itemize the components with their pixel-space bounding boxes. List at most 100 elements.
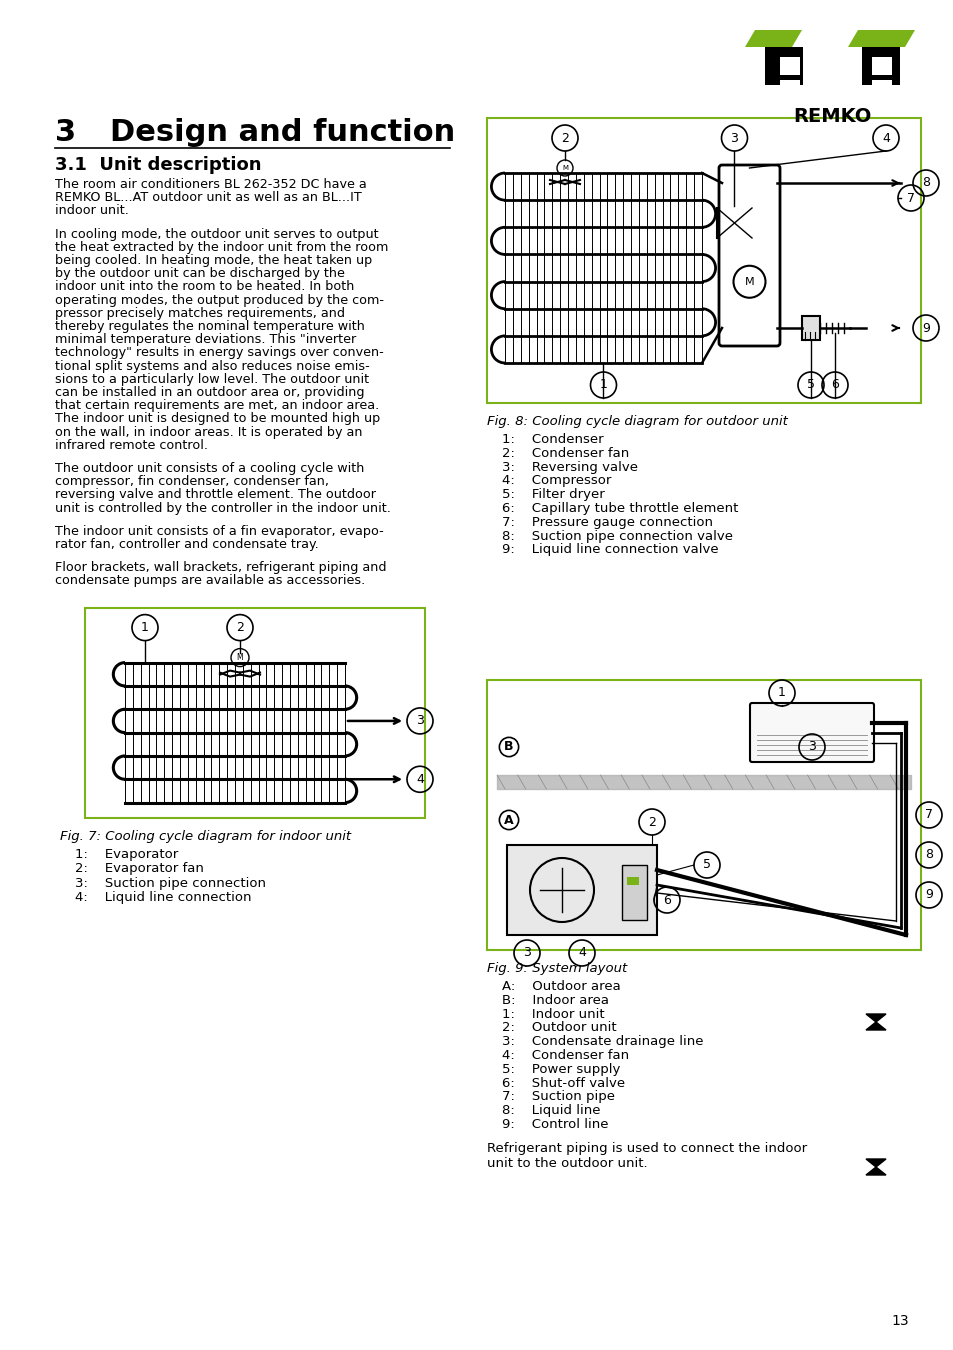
Text: 1: 1: [141, 621, 149, 634]
Text: operating modes, the output produced by the com-: operating modes, the output produced by …: [55, 293, 384, 306]
FancyBboxPatch shape: [780, 80, 800, 90]
Text: indoor unit into the room to be heated. In both: indoor unit into the room to be heated. …: [55, 281, 354, 293]
Text: 9: 9: [922, 321, 929, 335]
Text: 7: 7: [906, 192, 914, 204]
Text: by the outdoor unit can be discharged by the: by the outdoor unit can be discharged by…: [55, 267, 345, 281]
Text: M: M: [744, 277, 754, 286]
Text: 8:    Suction pipe connection valve: 8: Suction pipe connection valve: [501, 529, 732, 543]
Text: M: M: [561, 165, 567, 171]
Text: 13: 13: [890, 1314, 908, 1328]
Text: 3:    Reversing valve: 3: Reversing valve: [501, 460, 638, 474]
Text: infrared remote control.: infrared remote control.: [55, 439, 208, 452]
Text: 2: 2: [235, 621, 244, 634]
Text: B: B: [504, 741, 514, 753]
Text: The indoor unit consists of a fin evaporator, evapo-: The indoor unit consists of a fin evapor…: [55, 525, 383, 537]
Text: 5: 5: [702, 859, 710, 872]
Text: 3.1  Unit description: 3.1 Unit description: [55, 157, 261, 174]
FancyBboxPatch shape: [871, 80, 891, 90]
Text: 7:    Suction pipe: 7: Suction pipe: [501, 1091, 615, 1103]
Text: Floor brackets, wall brackets, refrigerant piping and: Floor brackets, wall brackets, refrigera…: [55, 562, 386, 574]
FancyBboxPatch shape: [626, 878, 639, 886]
Polygon shape: [847, 30, 914, 47]
Text: REMKO: REMKO: [792, 107, 870, 126]
Text: 2: 2: [647, 815, 656, 829]
FancyBboxPatch shape: [764, 47, 802, 85]
Text: B:    Indoor area: B: Indoor area: [501, 994, 608, 1007]
FancyBboxPatch shape: [85, 608, 424, 818]
Text: 5: 5: [806, 378, 814, 392]
Text: 3:    Condensate drainage line: 3: Condensate drainage line: [501, 1035, 702, 1048]
Text: In cooling mode, the outdoor unit serves to output: In cooling mode, the outdoor unit serves…: [55, 228, 378, 240]
Polygon shape: [865, 1160, 885, 1166]
Text: 6:    Capillary tube throttle element: 6: Capillary tube throttle element: [501, 502, 738, 514]
Text: 8: 8: [921, 177, 929, 189]
Text: Design and function: Design and function: [110, 117, 455, 147]
Text: 6: 6: [662, 894, 670, 906]
Text: A:    Outdoor area: A: Outdoor area: [501, 980, 620, 994]
Text: 4: 4: [882, 131, 889, 144]
Text: technology" results in energy savings over conven-: technology" results in energy savings ov…: [55, 347, 383, 359]
Text: Fig. 7: Cooling cycle diagram for indoor unit: Fig. 7: Cooling cycle diagram for indoor…: [60, 830, 351, 842]
Text: 4:    Condenser fan: 4: Condenser fan: [501, 1049, 628, 1062]
Text: 7:    Pressure gauge connection: 7: Pressure gauge connection: [501, 516, 712, 529]
Text: compressor, fin condenser, condenser fan,: compressor, fin condenser, condenser fan…: [55, 475, 329, 489]
Text: Refrigerant piping is used to connect the indoor
unit to the outdoor unit.: Refrigerant piping is used to connect th…: [486, 1142, 806, 1170]
Polygon shape: [865, 1022, 885, 1030]
Text: that certain requirements are met, an indoor area.: that certain requirements are met, an in…: [55, 400, 379, 412]
Text: The outdoor unit consists of a cooling cycle with: The outdoor unit consists of a cooling c…: [55, 462, 364, 475]
Text: 5:    Power supply: 5: Power supply: [501, 1062, 619, 1076]
Text: 3:    Suction pipe connection: 3: Suction pipe connection: [75, 876, 266, 890]
Text: 6: 6: [830, 378, 838, 392]
Polygon shape: [865, 1014, 885, 1022]
Text: thereby regulates the nominal temperature with: thereby regulates the nominal temperatur…: [55, 320, 364, 333]
Text: 2:    Outdoor unit: 2: Outdoor unit: [501, 1022, 616, 1034]
Text: 3: 3: [522, 946, 531, 960]
Text: 3: 3: [416, 714, 423, 728]
Text: 2:    Condenser fan: 2: Condenser fan: [501, 447, 629, 460]
Text: REMKO BL...AT outdoor unit as well as an BL...IT: REMKO BL...AT outdoor unit as well as an…: [55, 192, 361, 204]
Text: 9:    Control line: 9: Control line: [501, 1118, 608, 1131]
Text: 3: 3: [55, 117, 76, 147]
Text: unit is controlled by the controller in the indoor unit.: unit is controlled by the controller in …: [55, 502, 391, 514]
Text: 5:    Filter dryer: 5: Filter dryer: [501, 489, 604, 501]
Text: can be installed in an outdoor area or, providing: can be installed in an outdoor area or, …: [55, 386, 364, 400]
FancyBboxPatch shape: [506, 845, 657, 936]
Text: 4:    Compressor: 4: Compressor: [501, 474, 611, 487]
FancyBboxPatch shape: [486, 117, 920, 404]
FancyBboxPatch shape: [749, 703, 873, 761]
Text: pressor precisely matches requirements, and: pressor precisely matches requirements, …: [55, 306, 345, 320]
Text: 3: 3: [730, 131, 738, 144]
Text: rator fan, controller and condensate tray.: rator fan, controller and condensate tra…: [55, 539, 318, 551]
Text: Fig. 8: Cooling cycle diagram for outdoor unit: Fig. 8: Cooling cycle diagram for outdoo…: [486, 414, 787, 428]
FancyBboxPatch shape: [717, 208, 751, 238]
FancyBboxPatch shape: [486, 680, 920, 950]
Polygon shape: [865, 1166, 885, 1174]
Text: condensate pumps are available as accessories.: condensate pumps are available as access…: [55, 574, 365, 587]
Text: minimal temperature deviations. This "inverter: minimal temperature deviations. This "in…: [55, 333, 355, 346]
Text: 1: 1: [778, 687, 785, 699]
Text: M: M: [236, 653, 243, 662]
FancyBboxPatch shape: [621, 865, 646, 919]
Text: 1: 1: [598, 378, 607, 392]
FancyBboxPatch shape: [719, 165, 780, 346]
Text: reversing valve and throttle element. The outdoor: reversing valve and throttle element. Th…: [55, 489, 375, 501]
Text: 9: 9: [924, 888, 932, 902]
Text: 3: 3: [807, 741, 815, 753]
Text: 1:    Evaporator: 1: Evaporator: [75, 848, 178, 860]
Text: tional split systems and also reduces noise emis-: tional split systems and also reduces no…: [55, 359, 370, 373]
FancyBboxPatch shape: [780, 57, 800, 76]
Text: The indoor unit is designed to be mounted high up: The indoor unit is designed to be mounte…: [55, 412, 380, 425]
Text: 2: 2: [560, 131, 568, 144]
Text: sions to a particularly low level. The outdoor unit: sions to a particularly low level. The o…: [55, 373, 369, 386]
Polygon shape: [744, 30, 801, 47]
FancyBboxPatch shape: [862, 47, 899, 85]
Text: 7: 7: [924, 809, 932, 822]
Text: 4: 4: [578, 946, 585, 960]
Text: being cooled. In heating mode, the heat taken up: being cooled. In heating mode, the heat …: [55, 254, 372, 267]
Text: 1:    Indoor unit: 1: Indoor unit: [501, 1007, 604, 1021]
Text: 1:    Condenser: 1: Condenser: [501, 433, 603, 446]
FancyBboxPatch shape: [871, 57, 891, 76]
Text: on the wall, in indoor areas. It is operated by an: on the wall, in indoor areas. It is oper…: [55, 425, 362, 439]
Text: the heat extracted by the indoor unit from the room: the heat extracted by the indoor unit fr…: [55, 240, 388, 254]
Text: 9:    Liquid line connection valve: 9: Liquid line connection valve: [501, 544, 718, 556]
